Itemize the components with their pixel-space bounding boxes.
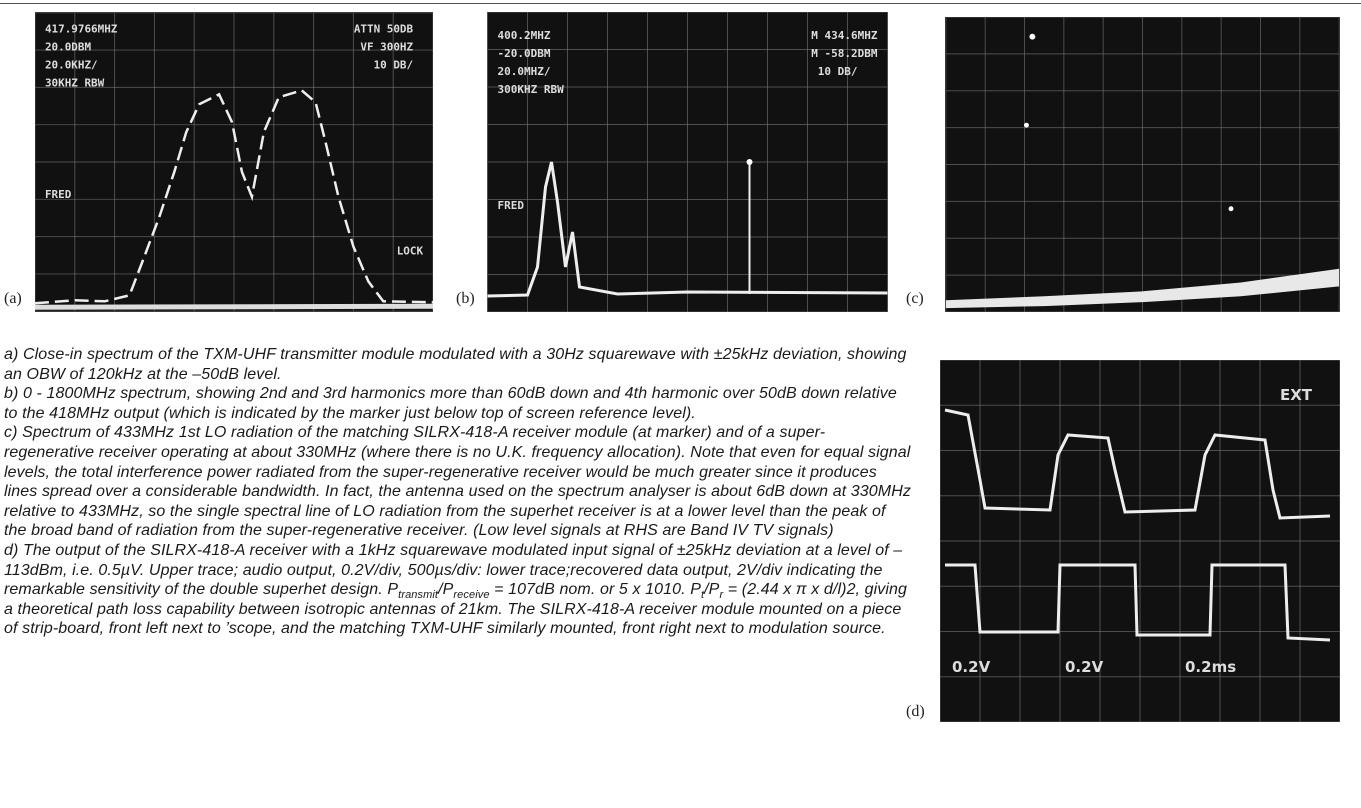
top-rule <box>0 3 1361 4</box>
subscript: transmit <box>398 589 439 602</box>
screen-text: 10 DB/ <box>818 65 858 78</box>
screen-text: 30KHZ RBW <box>45 76 105 89</box>
screen-text: 20.0DBM <box>45 41 92 54</box>
dot <box>1024 122 1029 128</box>
text: = 107dB nom. or 5 x 1010. P <box>489 581 701 599</box>
screen-text: VF 300HZ <box>360 41 413 54</box>
subscript: t <box>700 589 705 602</box>
screen-text: FRED <box>498 199 525 212</box>
screen-text: M -58.2DBM <box>811 47 878 60</box>
noise-floor <box>35 303 433 310</box>
text: = (2.44 x π x d/l)2, giving a theoretica… <box>4 581 908 638</box>
figure-label: (c) <box>906 290 924 307</box>
screen-text: 20.0KHZ/ <box>45 58 98 71</box>
caption-a: a) Close-in spectrum of the TXM-UHF tran… <box>4 346 907 383</box>
screen-text: 417.9766MHZ <box>45 23 118 36</box>
screen-text: FRED <box>45 188 72 201</box>
caption-b: b) 0 - 1800MHz spectrum, showing 2nd and… <box>4 385 897 422</box>
text: d) The output of the SILRX-418-A receive… <box>4 541 903 599</box>
screen-text: 400.2MHZ <box>498 29 551 42</box>
screen-text: 0.2V <box>952 658 991 676</box>
screen-text: EXT <box>1280 386 1313 404</box>
text: /P <box>438 581 454 599</box>
screen-text: 20.0MHZ/ <box>498 65 551 78</box>
spectrum-screen <box>945 17 1340 312</box>
spectrum-screen: 400.2MHZ M 434.6MHZ -20.0DBM M -58.2DBM 20.0… <box>487 12 888 312</box>
subscript: receive <box>453 589 490 602</box>
text: /P <box>704 581 720 599</box>
screen-text: 300KHZ RBW <box>498 83 565 96</box>
dot <box>1029 33 1036 40</box>
caption-d: d) The output of the SILRX-418-A receive… <box>4 541 1356 639</box>
trace-band <box>945 268 1340 309</box>
trace <box>35 88 433 305</box>
trace <box>487 161 888 298</box>
caption-c: c) Spectrum of 433MHz 1st LO radiation o… <box>4 424 911 540</box>
spectrum-screen: 417.9766MHZ ATTN 50DB 20.0DBM VF 300HZ 20.0K… <box>35 12 433 312</box>
screen-text: ATTN 50DB <box>354 23 414 36</box>
screen-text: -20.0DBM <box>498 47 551 60</box>
upper-trace <box>944 408 1331 520</box>
marker <box>746 159 753 165</box>
dot <box>1228 206 1234 212</box>
figure-label: (a) <box>4 290 22 307</box>
lower-trace <box>945 563 1331 642</box>
screen-text: 10 DB/ <box>374 58 414 71</box>
figure-label: (b) <box>456 290 475 307</box>
subscript: r <box>719 589 724 602</box>
screen-text: M 434.6MHZ <box>811 29 878 42</box>
figure-label: (d) <box>906 703 925 720</box>
screen-text: 0.2ms <box>1185 658 1236 676</box>
caption: a) Close-in spectrum of the TXM-UHF tran… <box>4 345 1356 723</box>
oscilloscope-screen: EXT 0.2V 0.2V 0.2ms <box>940 360 1340 722</box>
screen-text: LOCK <box>397 245 424 258</box>
screen-text: 0.2V <box>1065 658 1104 676</box>
